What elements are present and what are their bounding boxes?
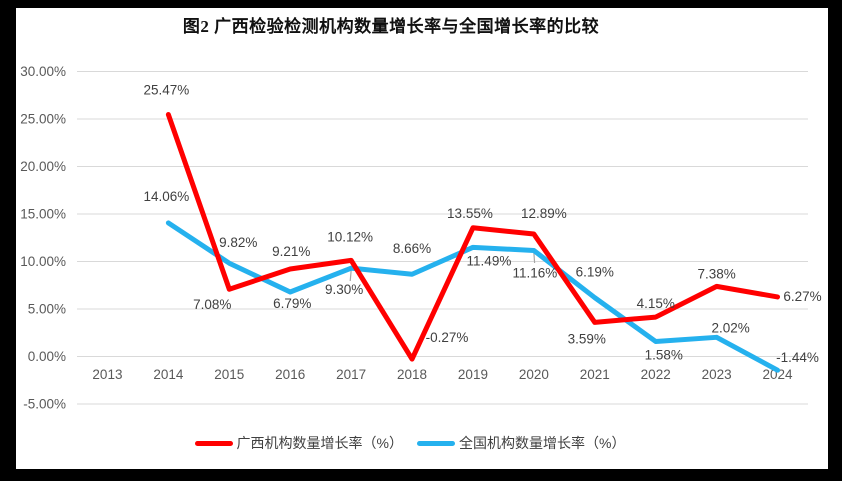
x-axis-tick-label: 2017 [336,367,366,382]
blue-line-swatch [417,440,455,446]
data-point-label: -0.27% [426,330,469,345]
data-point-label: 7.38% [697,266,735,281]
data-point-label: 1.58% [645,347,683,362]
y-axis-tick-label: 10.00% [20,254,66,269]
label-leader-line [349,269,352,282]
data-point-label: 4.15% [637,296,675,311]
legend: 广西机构数量增长率（%） 全国机构数量增长率（%） [16,432,804,454]
label-leader-line [533,252,536,264]
x-axis-tick-label: 2020 [519,367,549,382]
x-axis-tick-label: 2019 [458,367,488,382]
x-axis-tick-label: 2023 [702,367,732,382]
legend-item-guangxi: 广西机构数量增长率（%） [194,433,403,453]
data-point-label: 10.12% [327,229,373,244]
data-point-label: 9.82% [219,235,257,250]
legend-item-national: 全国机构数量增长率（%） [417,433,625,453]
data-point-label: 8.66% [393,241,431,256]
y-axis-tick-label: 15.00% [20,207,66,222]
data-point-label: 6.19% [576,265,614,280]
data-point-label: 9.30% [325,282,363,297]
x-axis-tick-label: 2018 [397,367,427,382]
x-axis-tick-label: 2015 [214,367,244,382]
y-axis-tick-label: 0.00% [28,349,66,364]
x-axis-tick-label: 2013 [92,367,122,382]
data-point-label: 9.21% [272,244,310,259]
series-line-guangxi [165,112,781,362]
data-point-label: -1.44% [776,350,819,365]
red-line-swatch [194,440,233,446]
y-axis-tick-label: 30.00% [20,64,66,79]
data-point-label: 3.59% [568,331,606,346]
legend-label-national: 全国机构数量增长率（%） [459,435,626,451]
y-axis-tick-label: -5.00% [23,397,66,412]
data-point-label: 2.02% [711,320,749,335]
x-axis-tick-label: 2021 [580,367,610,382]
x-axis-tick-label: 2024 [763,367,794,382]
data-point-label: 14.06% [143,189,189,204]
x-axis-tick-label: 2022 [641,367,671,382]
data-point-label: 6.79% [273,296,311,311]
data-point-label: 25.47% [143,83,189,98]
x-axis-tick-label: 2014 [153,367,184,382]
y-axis-tick-label: 5.00% [28,302,66,317]
legend-label-guangxi: 广西机构数量增长率（%） [236,435,403,451]
chart-panel: 图2 广西检验检测机构数量增长率与全国增长率的比较 30.00% 25.00% 20… [16,8,828,469]
x-axis-tick-label: 2016 [275,367,305,382]
y-axis-tick-label: 25.00% [20,112,66,127]
y-axis-tick-label: 20.00% [20,159,66,174]
data-point-label: 7.08% [193,297,231,312]
data-point-label: 11.16% [512,265,557,280]
data-point-label: 12.89% [521,206,567,221]
data-point-label: 13.55% [447,206,493,221]
data-point-label: 11.49% [467,253,512,268]
series-line-national [165,220,781,373]
chart-title: 图2 广西检验检测机构数量增长率与全国增长率的比较 [182,17,600,36]
data-point-label: 6.27% [783,289,821,304]
